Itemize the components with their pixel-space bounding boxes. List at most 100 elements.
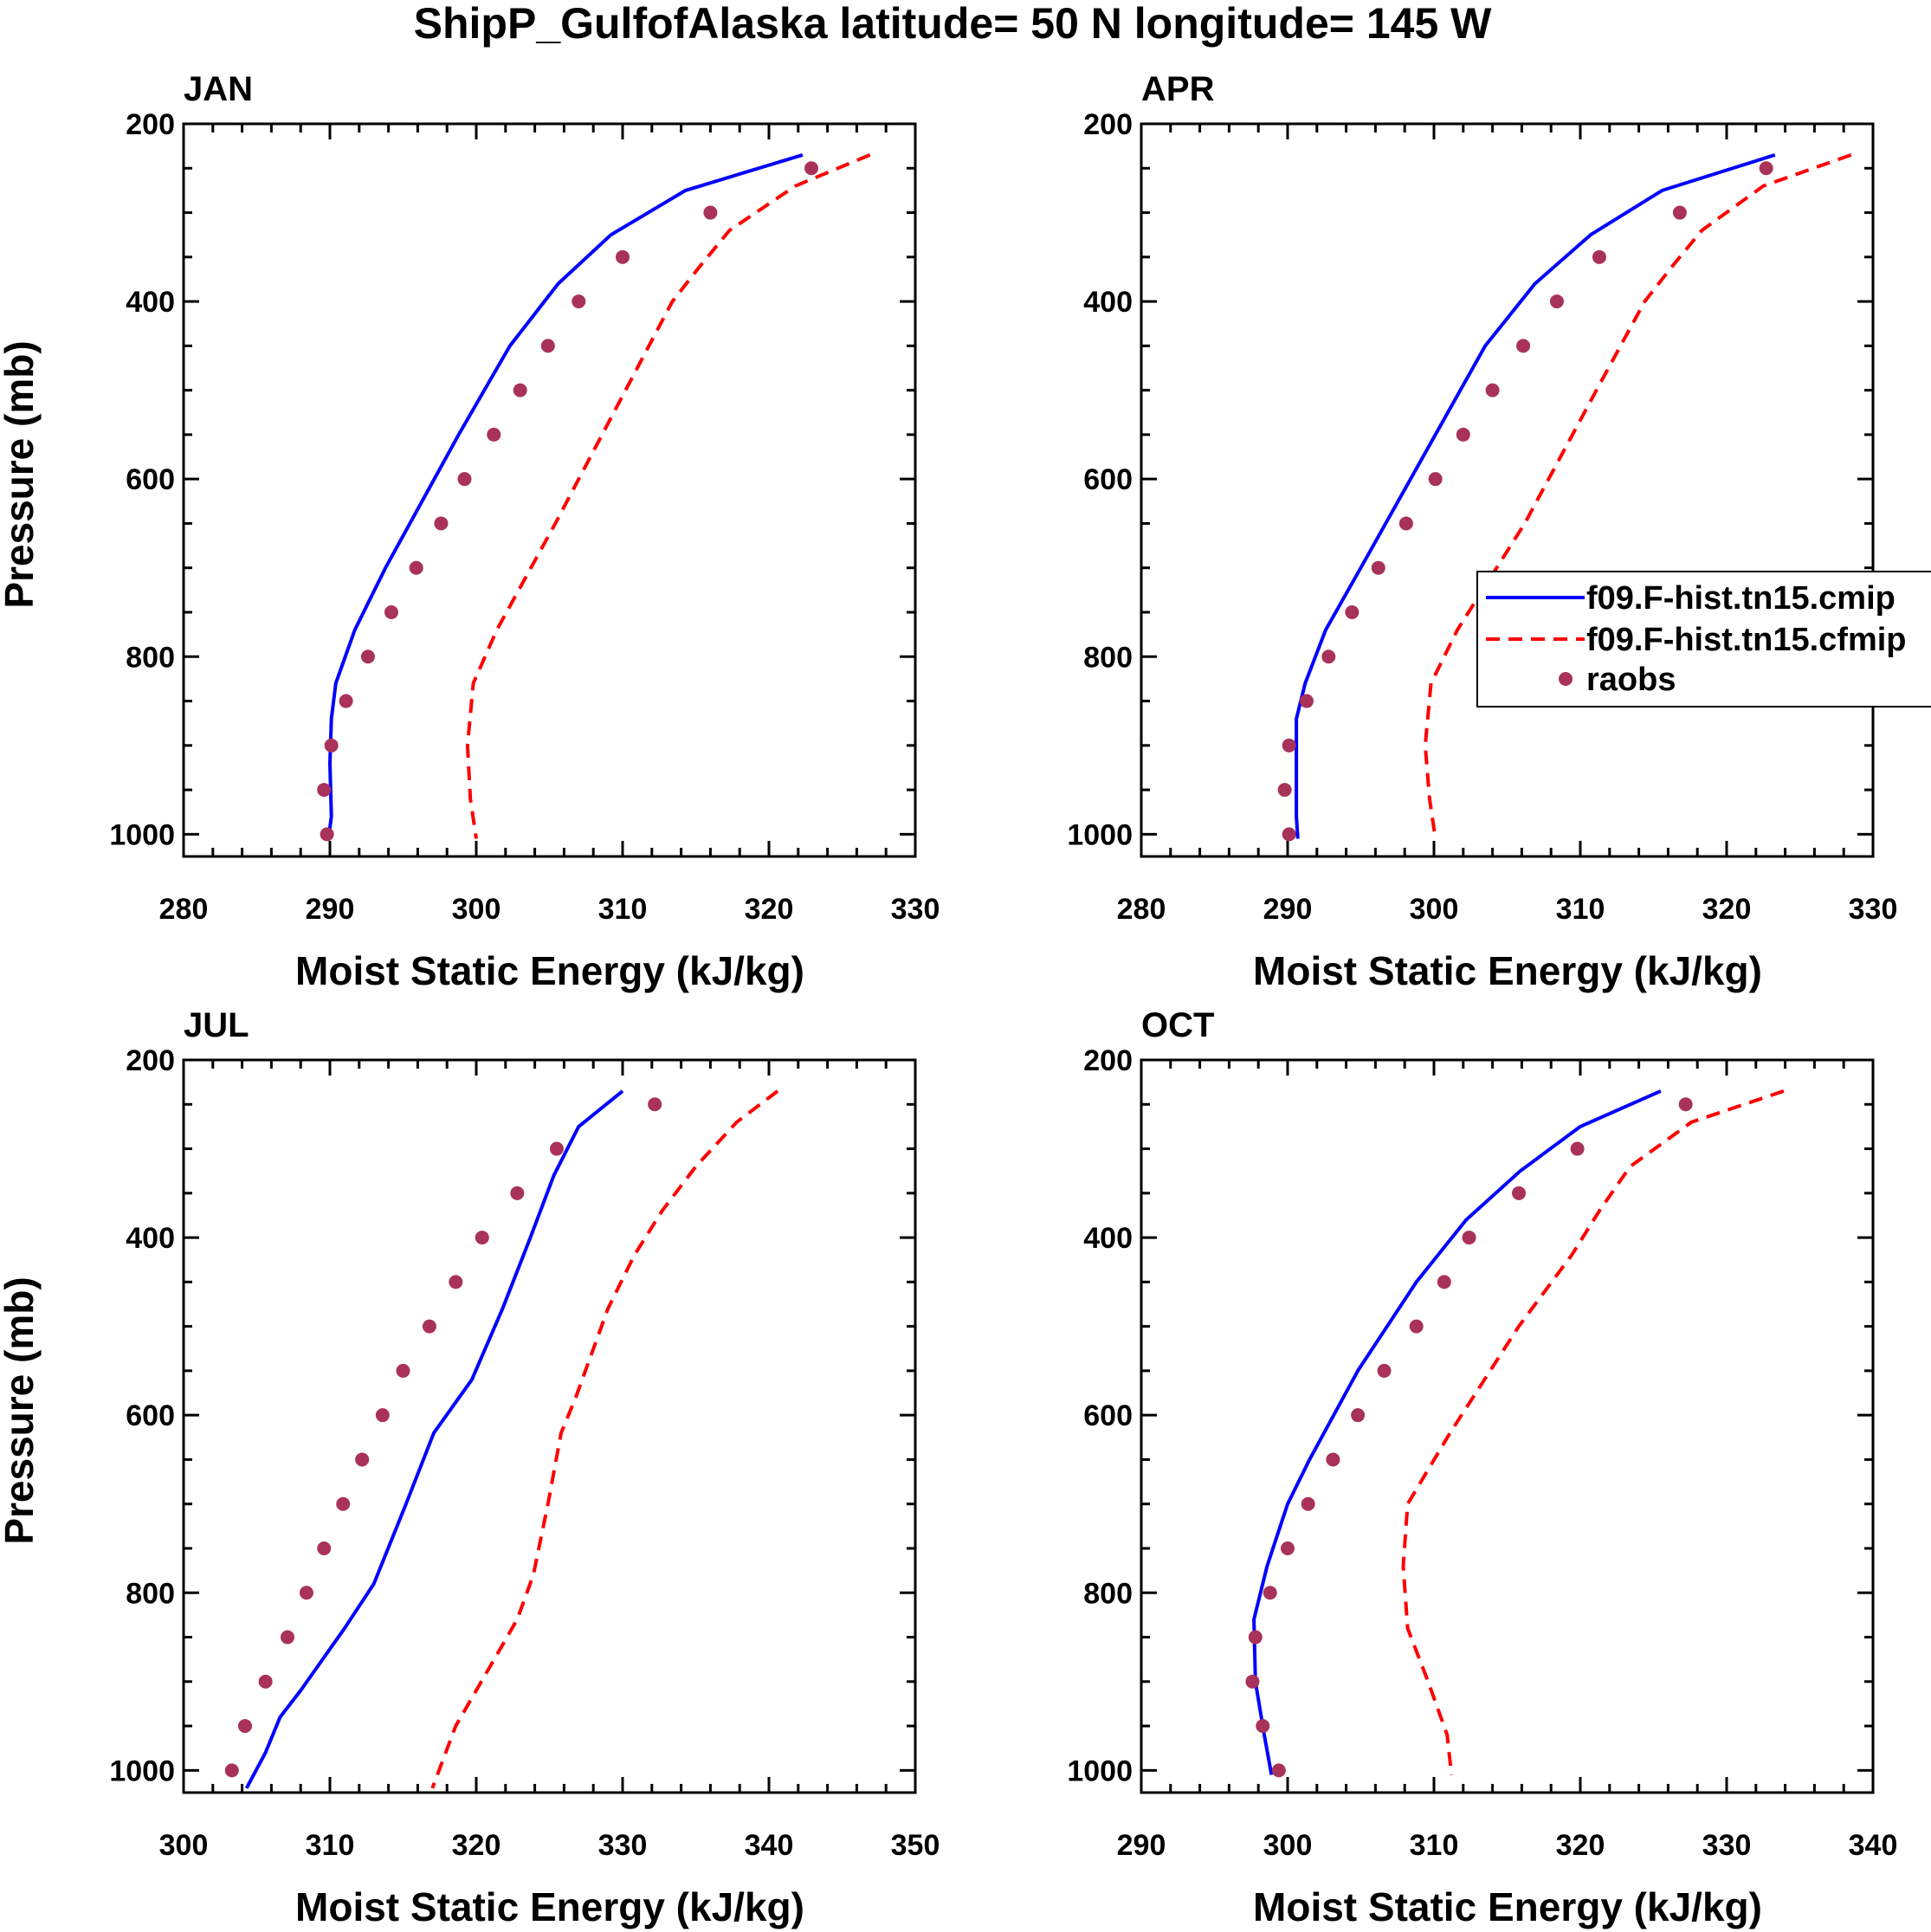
- y-tick-label: 200: [126, 108, 175, 141]
- panel-label: JUL: [184, 1006, 249, 1044]
- raobs-point: [1277, 783, 1292, 798]
- cmip-line: [1252, 1089, 1662, 1775]
- x-tick-label: 280: [1117, 893, 1166, 926]
- panel-label: OCT: [1141, 1006, 1214, 1044]
- raobs-point: [1398, 516, 1413, 531]
- x-tick-label: 350: [891, 1829, 940, 1862]
- panel-label: JAN: [184, 70, 253, 108]
- raobs-point: [396, 1363, 410, 1378]
- y-axis-title: Pressure (mb): [0, 1276, 42, 1544]
- y-tick-label: 1000: [109, 1754, 175, 1787]
- x-tick-label: 300: [1263, 1829, 1313, 1862]
- raobs-point: [1377, 1363, 1392, 1378]
- plot-frame: [182, 1058, 917, 1794]
- raobs-point: [434, 516, 449, 531]
- legend-label-cmip: f09.F-hist.tn15.cmip: [1586, 580, 1895, 617]
- raobs-point: [1245, 1674, 1260, 1689]
- raobs-point: [616, 249, 630, 264]
- raobs-point: [1321, 649, 1336, 664]
- raobs-point: [422, 1319, 436, 1334]
- raobs-point: [409, 560, 423, 575]
- x-axis-title: Moist Static Energy (kJ/kg): [295, 948, 804, 993]
- raobs-point: [540, 339, 555, 353]
- raobs-point: [1516, 339, 1531, 353]
- raobs-point: [1678, 1097, 1693, 1112]
- y-tick-label: 1000: [1067, 1754, 1133, 1787]
- raobs-point: [280, 1630, 294, 1644]
- legend: f09.F-hist.tn15.cmip f09.F-hist.tn15.cfm…: [1476, 571, 1931, 708]
- cmip-line: [1295, 152, 1776, 839]
- y-tick-label: 800: [126, 1577, 175, 1610]
- cmip-line: [244, 1089, 624, 1789]
- raobs-point: [1485, 383, 1500, 397]
- raobs-point: [1301, 1496, 1315, 1511]
- y-tick-label: 1000: [109, 818, 175, 851]
- raobs-point: [339, 694, 353, 708]
- figure-title: ShipP_GulfofAlaska latitude= 50 N longit…: [414, 0, 1493, 48]
- raobs-point: [1256, 1719, 1270, 1734]
- x-tick-label: 290: [1117, 1829, 1166, 1862]
- legend-box: [1476, 571, 1931, 708]
- plot-area: 280 290 300 310 320 330 200 400 600 800 1000: [1067, 108, 1897, 926]
- raobs-point: [1281, 1541, 1295, 1555]
- raobs-point: [457, 472, 472, 487]
- raobs-point: [449, 1275, 463, 1289]
- x-tick-label: 330: [1849, 893, 1898, 926]
- y-tick-label: 800: [1083, 1577, 1133, 1610]
- raobs-point: [549, 1141, 564, 1156]
- y-tick-label: 400: [1083, 286, 1133, 319]
- raobs-point: [355, 1452, 370, 1467]
- panel-apr: APR 280 290 300 310 320 330 200 400 600 800 1000 M…: [1067, 70, 1897, 993]
- raobs-point: [320, 827, 334, 842]
- y-tick-label: 400: [1083, 1222, 1133, 1255]
- y-tick-label: 600: [1083, 463, 1133, 496]
- raobs-point: [375, 1408, 390, 1423]
- raobs-point: [1759, 161, 1773, 176]
- x-tick-label: 330: [598, 1829, 648, 1862]
- cmip-line: [326, 152, 804, 839]
- raobs-point: [237, 1719, 252, 1734]
- raobs-point: [258, 1674, 273, 1689]
- raobs-point: [1371, 560, 1385, 575]
- x-tick-label: 290: [306, 893, 355, 926]
- raobs-point: [1345, 605, 1359, 619]
- plot-frame: [182, 122, 917, 858]
- y-tick-label: 600: [1083, 1399, 1133, 1432]
- y-tick-label: 600: [126, 1399, 175, 1432]
- raobs-point: [324, 738, 339, 753]
- raobs-point: [1512, 1186, 1527, 1200]
- raobs-point: [1428, 472, 1443, 487]
- raobs-point: [572, 294, 586, 309]
- panel-label: APR: [1141, 70, 1215, 108]
- raobs-point: [487, 427, 501, 442]
- x-tick-label: 300: [1410, 893, 1459, 926]
- raobs-point: [1570, 1141, 1585, 1156]
- raobs-point: [1592, 249, 1606, 264]
- raobs-point: [1456, 427, 1470, 442]
- legend-swatch-raobs: [1559, 672, 1573, 686]
- raobs-point: [648, 1097, 662, 1112]
- panel-jan: JAN 280 290 300 310 320 330 200 400 600 800 1000 M…: [0, 70, 940, 993]
- raobs-point: [224, 1763, 239, 1778]
- cfmip-line: [1423, 153, 1852, 839]
- y-tick-label: 200: [126, 1044, 175, 1077]
- y-tick-label: 800: [126, 641, 175, 674]
- plot-area: 300 310 320 330 340 350 200 400 600 800 1000: [109, 1044, 940, 1862]
- raobs-point: [1282, 738, 1296, 753]
- raobs-point: [510, 1186, 525, 1200]
- y-tick-label: 200: [1083, 1044, 1133, 1077]
- x-tick-label: 310: [1410, 1829, 1459, 1862]
- y-tick-label: 400: [126, 286, 175, 319]
- cfmip-line: [1401, 1089, 1785, 1775]
- x-tick-label: 310: [1556, 893, 1605, 926]
- raobs-point: [384, 605, 398, 619]
- raobs-point: [336, 1496, 351, 1511]
- plot-area: 290 300 310 320 330 340 200 400 600 800 1000: [1067, 1044, 1897, 1862]
- raobs-point: [1672, 205, 1687, 220]
- raobs-point: [1462, 1231, 1476, 1245]
- y-axis-title: Pressure (mb): [0, 340, 42, 608]
- x-tick-label: 320: [1702, 893, 1752, 926]
- plot-area: 280 290 300 310 320 330 200 400 600 800 1000: [109, 108, 940, 926]
- raobs-point: [317, 783, 332, 798]
